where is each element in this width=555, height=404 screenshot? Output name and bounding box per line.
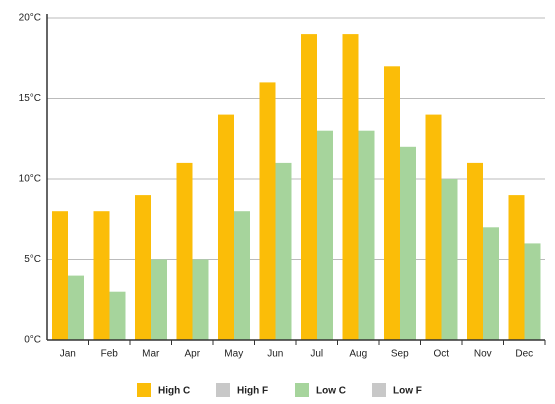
- bar: [259, 82, 276, 341]
- bar: [425, 114, 442, 340]
- legend-label[interactable]: Low C: [316, 386, 346, 397]
- x-tick-label: May: [224, 349, 243, 360]
- bar: [275, 162, 292, 340]
- legend-label[interactable]: High C: [158, 386, 190, 397]
- bar: [508, 195, 525, 340]
- y-tick-label: 5°C: [24, 254, 41, 265]
- bar: [483, 227, 499, 340]
- x-tick-label: Jun: [267, 349, 283, 360]
- x-tick-label: Sep: [391, 349, 409, 360]
- bar: [109, 291, 126, 340]
- bar: [441, 179, 458, 340]
- bar: [342, 34, 359, 340]
- x-tick-label: Nov: [474, 349, 492, 360]
- legend-swatch: [137, 383, 151, 397]
- legend-label[interactable]: Low F: [393, 386, 422, 397]
- bar: [524, 243, 541, 340]
- legend-swatch: [372, 383, 386, 397]
- x-tick-label: Jan: [60, 349, 76, 360]
- bar: [52, 211, 68, 340]
- bar: [192, 259, 209, 340]
- bar: [93, 211, 110, 340]
- bar: [151, 259, 167, 340]
- x-tick-label: Oct: [433, 349, 449, 360]
- x-tick-label: Aug: [349, 349, 367, 360]
- legend-swatch: [295, 383, 309, 397]
- bar: [301, 34, 317, 340]
- x-tick-label: Dec: [515, 349, 533, 360]
- bar: [68, 275, 84, 340]
- bar: [384, 66, 400, 341]
- bar: [135, 195, 151, 340]
- bar: [467, 162, 483, 340]
- bar: [234, 211, 250, 340]
- legend-swatch: [216, 383, 230, 397]
- y-tick-label: 20°C: [19, 13, 41, 24]
- bar: [400, 146, 416, 340]
- legend-label[interactable]: High F: [237, 386, 268, 397]
- y-tick-label: 10°C: [19, 174, 41, 185]
- bar: [176, 162, 193, 340]
- x-tick-label: Apr: [184, 349, 200, 360]
- bar: [317, 130, 333, 340]
- bar: [358, 130, 375, 340]
- y-tick-label: 15°C: [19, 93, 41, 104]
- bar: [218, 114, 234, 340]
- x-tick-label: Feb: [101, 349, 119, 360]
- y-tick-label: 0°C: [24, 335, 41, 346]
- x-tick-label: Mar: [142, 349, 160, 360]
- x-tick-label: Jul: [310, 349, 323, 360]
